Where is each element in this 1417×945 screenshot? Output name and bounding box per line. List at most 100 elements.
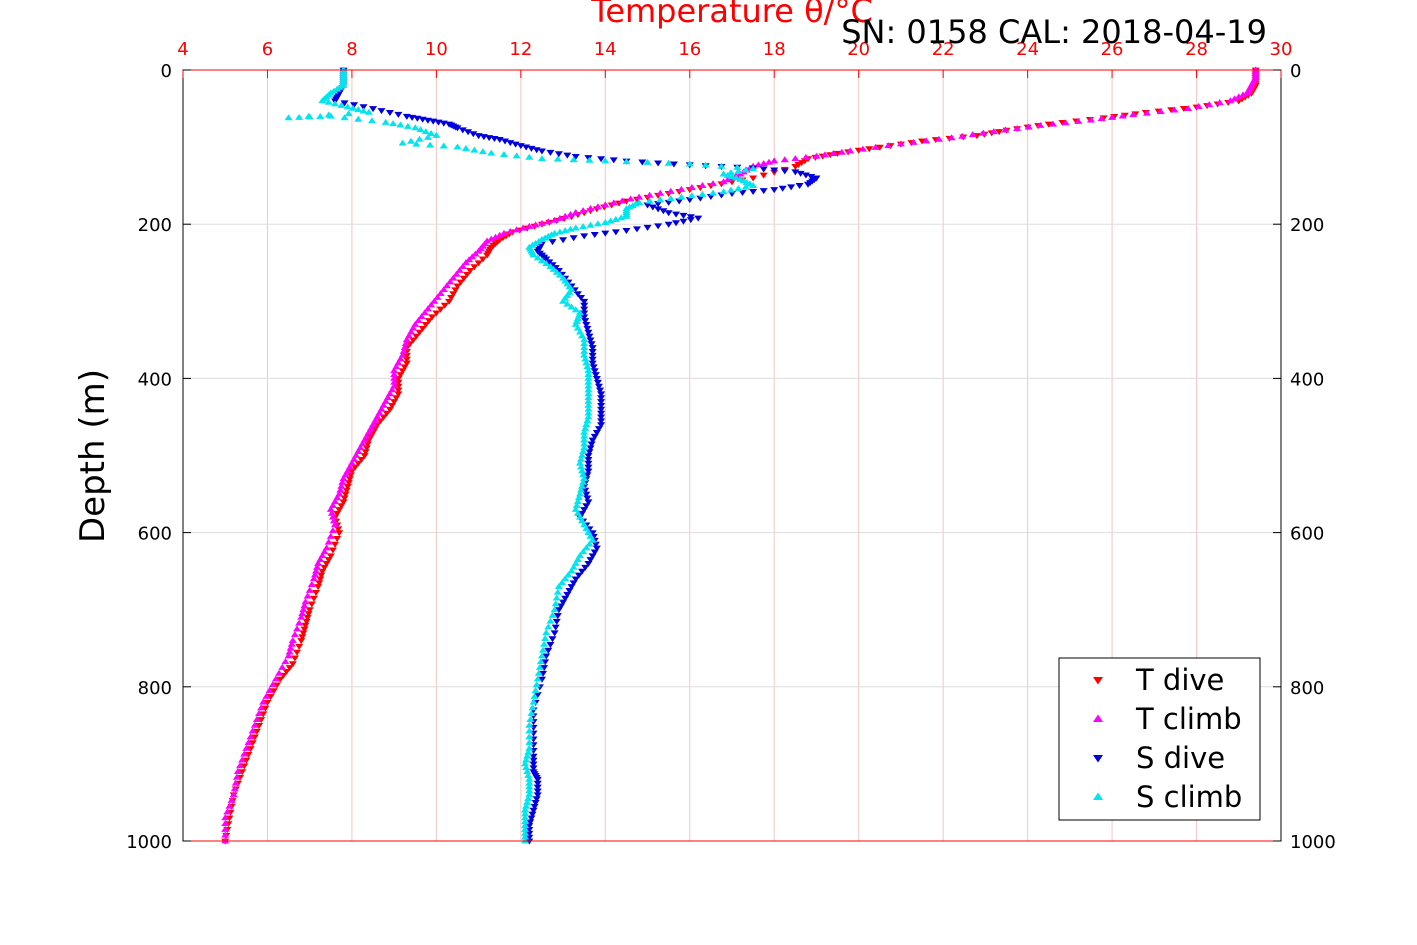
data-point <box>567 584 576 591</box>
data-point <box>340 114 349 121</box>
data-point <box>677 185 686 192</box>
data-point <box>582 359 591 366</box>
data-point <box>719 178 728 185</box>
data-point <box>645 191 654 198</box>
y-tick-label-right: 1000 <box>1290 832 1336 853</box>
data-point <box>405 341 414 348</box>
data-point <box>523 768 532 775</box>
data-point <box>584 413 593 420</box>
data-point <box>579 548 588 555</box>
data-point <box>529 698 538 705</box>
data-point <box>364 437 373 444</box>
data-point <box>246 746 255 753</box>
data-point <box>579 478 588 485</box>
data-point <box>282 668 291 675</box>
data-point <box>601 230 610 237</box>
data-point <box>412 333 421 340</box>
x-tick-label: 18 <box>763 39 786 60</box>
data-point <box>749 189 758 196</box>
data-point <box>958 132 967 139</box>
data-point <box>221 837 230 844</box>
data-point <box>524 771 533 778</box>
data-point <box>584 453 593 460</box>
data-point <box>303 615 312 622</box>
data-point <box>362 445 371 452</box>
data-point <box>580 436 589 443</box>
data-point <box>242 757 251 764</box>
data-point <box>552 618 561 625</box>
data-point <box>580 432 589 439</box>
data-point <box>432 310 441 317</box>
data-point <box>246 733 255 740</box>
y-tick-label-left: 800 <box>138 678 172 699</box>
data-point <box>522 802 531 809</box>
data-point <box>544 647 553 654</box>
data-point <box>609 157 618 164</box>
data-point <box>583 363 592 370</box>
data-point <box>578 467 587 474</box>
data-point <box>533 780 542 787</box>
data-point <box>778 185 787 192</box>
data-point <box>533 776 542 783</box>
data-point <box>561 212 570 219</box>
data-point <box>295 113 304 120</box>
data-point <box>525 733 534 740</box>
x-tick-label: 12 <box>509 39 532 60</box>
data-point <box>276 676 285 683</box>
data-point <box>540 665 549 672</box>
data-point <box>533 692 542 699</box>
data-point <box>537 676 546 683</box>
data-point <box>666 194 675 201</box>
data-point <box>531 221 540 228</box>
data-point <box>402 336 411 343</box>
data-point <box>594 383 603 390</box>
data-point <box>221 825 230 832</box>
data-point <box>896 140 905 147</box>
data-point <box>1184 104 1193 111</box>
data-point <box>584 409 593 416</box>
data-point <box>388 402 397 409</box>
data-point <box>335 530 344 537</box>
data-point <box>601 201 610 208</box>
data-point <box>622 227 631 234</box>
data-point <box>309 575 318 582</box>
data-point <box>554 582 563 589</box>
data-point <box>654 223 663 230</box>
data-point <box>1118 112 1127 119</box>
data-point <box>427 130 436 137</box>
data-point <box>297 638 306 645</box>
data-point <box>597 414 606 421</box>
data-point <box>439 286 448 293</box>
data-point <box>533 254 542 261</box>
data-point <box>584 370 593 377</box>
data-point <box>428 314 437 321</box>
data-point <box>1036 121 1045 128</box>
data-point <box>335 507 344 514</box>
data-point <box>563 152 572 159</box>
data-point <box>521 829 530 836</box>
data-point <box>537 257 546 264</box>
data-point <box>1129 111 1138 118</box>
data-point <box>585 156 594 163</box>
data-point <box>553 588 562 595</box>
data-point <box>401 340 410 347</box>
data-point <box>255 710 264 717</box>
data-point <box>579 207 588 214</box>
data-point <box>458 263 467 270</box>
data-point <box>567 567 576 574</box>
data-point <box>566 225 575 232</box>
data-point <box>597 418 606 425</box>
data-point <box>770 167 779 174</box>
data-point <box>643 202 652 209</box>
data-point <box>527 710 536 717</box>
data-point <box>596 387 605 394</box>
data-point <box>334 526 343 533</box>
legend-marker <box>1093 714 1103 722</box>
data-point <box>337 482 346 489</box>
data-point <box>586 557 595 564</box>
data-point <box>574 494 583 501</box>
data-point <box>403 122 412 129</box>
data-point <box>439 142 448 149</box>
data-point <box>719 188 728 195</box>
data-point <box>530 803 539 810</box>
